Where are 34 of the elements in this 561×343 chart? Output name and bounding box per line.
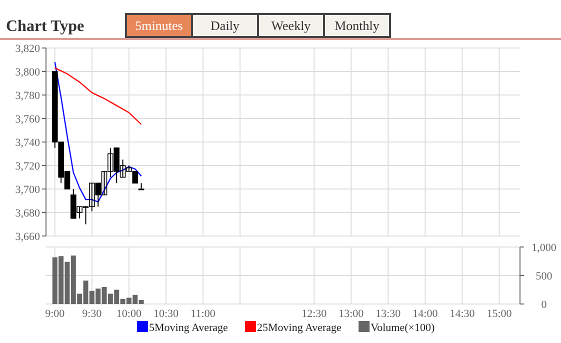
x-tick-label: 14:00 (412, 308, 438, 320)
y-tick-label: 1,000 (532, 242, 557, 254)
x-tick-label: 15:00 (486, 308, 512, 320)
legend-label: 5Moving Average (149, 322, 228, 334)
x-tick-label: 11:00 (190, 308, 216, 320)
y-tick-label: 3,720 (15, 160, 40, 172)
y-tick-label: 3,800 (15, 66, 40, 78)
y-tick-label: 3,760 (15, 114, 40, 126)
legend-label: 25Moving Average (257, 322, 342, 334)
y-tick-label: 0 (541, 299, 548, 311)
x-tick-label: 10:30 (153, 308, 180, 320)
y-tick-label: 500 (536, 270, 553, 282)
x-tick-label: 12:30 (302, 308, 328, 320)
x-tick-label: 9:00 (45, 308, 66, 320)
chart-title: Chart Type (6, 18, 84, 35)
line-series (54, 67, 142, 125)
text: 5minutes (135, 18, 183, 33)
x-tick-label: 13:30 (376, 308, 402, 320)
text: Monthly (334, 18, 380, 33)
y-tick-label: 3,700 (15, 184, 40, 196)
x-tick-label: 13:00 (338, 308, 364, 320)
candlestick (138, 182, 144, 190)
line-series (54, 62, 142, 203)
y-tick-label: 3,740 (15, 137, 40, 149)
text: Daily (210, 18, 240, 33)
y-tick-label: 3,660 (15, 231, 40, 243)
x-tick-label: 10:00 (116, 308, 142, 320)
text: Weekly (271, 18, 312, 33)
y-tick-label: 3,680 (15, 208, 40, 220)
legend-label: Volume(×100) (370, 322, 435, 334)
y-tick-label: 3,780 (15, 90, 40, 102)
x-tick-label: 9:30 (82, 308, 102, 320)
y-tick-label: 3,820 (15, 43, 40, 55)
x-tick-label: 14:30 (450, 308, 476, 320)
